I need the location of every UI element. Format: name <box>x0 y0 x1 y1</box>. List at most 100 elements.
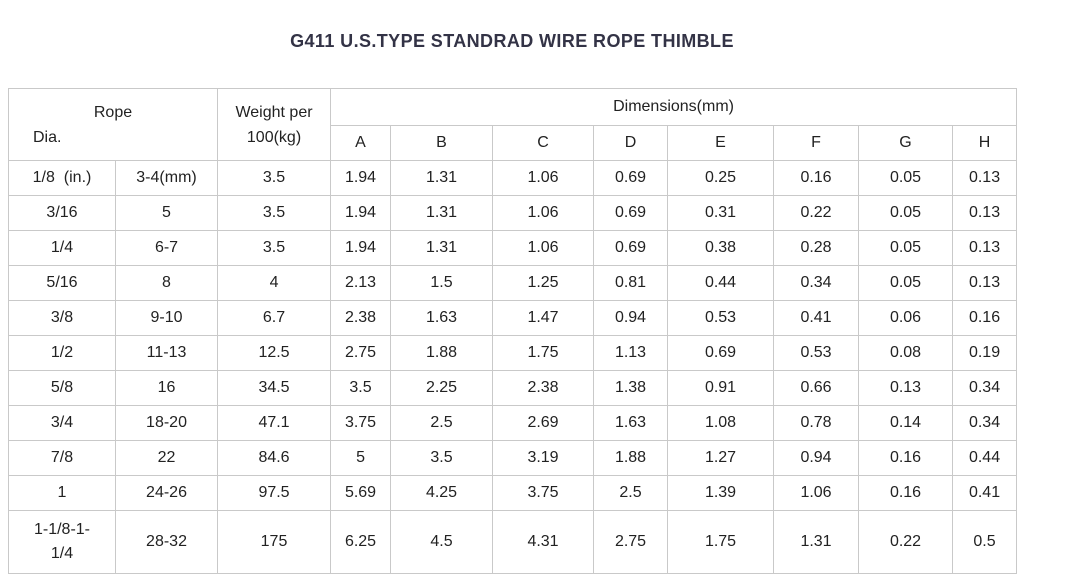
cell-dim-G: 0.16 <box>858 475 954 511</box>
header-weight-line1: Weight per <box>235 103 313 121</box>
cell-dim-F: 1.31 <box>773 510 860 574</box>
cell-dim-C: 1.06 <box>492 160 595 196</box>
cell-dim-C: 1.47 <box>492 300 595 336</box>
cell-dim-B: 2.25 <box>390 370 494 406</box>
cell-weight: 175 <box>217 510 332 574</box>
table-row: 5/16 8 4 2.13 1.5 1.25 0.81 0.44 0.34 0.05 0.13 <box>8 265 1018 301</box>
cell-dim-B: 2.5 <box>390 405 494 441</box>
cell-rope-dia-in: 5/8 <box>8 370 116 406</box>
cell-dim-G: 0.05 <box>858 195 954 231</box>
cell-rope-dia-mm: 18-20 <box>114 405 219 441</box>
cell-dim-C: 1.25 <box>492 265 595 301</box>
cell-dim-D: 1.38 <box>593 370 669 406</box>
cell-dim-C: 1.06 <box>492 195 595 231</box>
cell-rope-dia-in: 5/16 <box>8 265 116 301</box>
cell-weight: 34.5 <box>217 370 332 406</box>
table-body: 1/8 (in.) 3-4(mm) 3.5 1.94 1.31 1.06 0.69 0.25 0… <box>8 160 1018 574</box>
cell-dim-A: 2.75 <box>330 335 392 371</box>
cell-dim-H: 0.13 <box>952 195 1018 231</box>
cell-dim-B: 1.88 <box>390 335 494 371</box>
cell-rope-dia-mm: 3-4(mm) <box>114 160 219 196</box>
cell-rope-dia-mm: 6-7 <box>114 230 219 266</box>
cell-dim-D: 2.5 <box>593 475 669 511</box>
cell-dim-F: 0.94 <box>773 440 860 476</box>
cell-rope-dia-mm: 11-13 <box>114 335 219 371</box>
cell-rope-dia-mm: 28-32 <box>114 510 219 574</box>
cell-dim-E: 0.69 <box>667 335 775 371</box>
cell-weight: 3.5 <box>217 230 332 266</box>
cell-dim-E: 1.27 <box>667 440 775 476</box>
cell-dim-G: 0.22 <box>858 510 954 574</box>
header-dim-D: D <box>593 125 669 161</box>
cell-dim-A: 1.94 <box>330 160 392 196</box>
cell-dim-F: 0.16 <box>773 160 860 196</box>
cell-dim-G: 0.06 <box>858 300 954 336</box>
cell-weight: 6.7 <box>217 300 332 336</box>
cell-weight: 4 <box>217 265 332 301</box>
header-dimensions-cell: Dimensions(mm) <box>330 88 1018 126</box>
cell-rope-dia-in: 1-1/8-1- 1/4 <box>8 510 116 574</box>
header-row-1: Rope Dia. Weight per 100(kg) Dimensions(… <box>7 88 1018 161</box>
cell-dim-D: 1.13 <box>593 335 669 371</box>
cell-dim-H: 0.19 <box>952 335 1018 371</box>
cell-dim-E: 1.39 <box>667 475 775 511</box>
table-row: 5/8 16 34.5 3.5 2.25 2.38 1.38 0.91 0.66 0.13 0.34 <box>8 370 1018 406</box>
cell-dim-C: 4.31 <box>492 510 595 574</box>
cell-rope-dia-mm: 22 <box>114 440 219 476</box>
page-title: G411 U.S.TYPE STANDRAD WIRE ROPE THIMBLE <box>290 31 734 51</box>
cell-dim-D: 1.88 <box>593 440 669 476</box>
cell-dim-H: 0.16 <box>952 300 1018 336</box>
cell-dim-H: 0.34 <box>952 370 1018 406</box>
cell-dim-B: 4.25 <box>390 475 494 511</box>
cell-rope-dia-in: 1/2 <box>8 335 116 371</box>
cell-dim-A: 2.13 <box>330 265 392 301</box>
header-dim-A: A <box>330 125 392 161</box>
cell-dim-D: 0.69 <box>593 230 669 266</box>
cell-dim-B: 3.5 <box>390 440 494 476</box>
cell-dim-F: 0.66 <box>773 370 860 406</box>
cell-dim-B: 1.31 <box>390 160 494 196</box>
cell-dim-C: 3.75 <box>492 475 595 511</box>
cell-dim-E: 0.91 <box>667 370 775 406</box>
cell-dim-A: 3.75 <box>330 405 392 441</box>
cell-weight: 84.6 <box>217 440 332 476</box>
cell-dim-H: 0.13 <box>952 230 1018 266</box>
cell-dim-F: 0.34 <box>773 265 860 301</box>
cell-rope-dia-mm: 16 <box>114 370 219 406</box>
cell-dim-G: 0.05 <box>858 265 954 301</box>
cell-dim-D: 2.75 <box>593 510 669 574</box>
cell-dim-H: 0.41 <box>952 475 1018 511</box>
cell-dim-C: 1.75 <box>492 335 595 371</box>
header-rope-dia-cell: Rope Dia. <box>7 88 219 161</box>
header-weight-cell: Weight per 100(kg) <box>217 88 332 161</box>
cell-dim-G: 0.13 <box>858 370 954 406</box>
cell-weight: 3.5 <box>217 160 332 196</box>
cell-dim-B: 1.31 <box>390 195 494 231</box>
cell-dim-G: 0.14 <box>858 405 954 441</box>
header-dim-F: F <box>773 125 860 161</box>
cell-dim-H: 0.13 <box>952 265 1018 301</box>
cell-rope-dia-in: 1/4 <box>8 230 116 266</box>
header-dim-H: H <box>952 125 1018 161</box>
cell-dim-F: 0.78 <box>773 405 860 441</box>
cell-dim-A: 1.94 <box>330 195 392 231</box>
cell-dim-H: 0.13 <box>952 160 1018 196</box>
cell-dim-A: 5 <box>330 440 392 476</box>
thimble-spec-table: Rope Dia. Weight per 100(kg) Dimensions(… <box>7 88 1018 574</box>
cell-rope-dia-mm: 5 <box>114 195 219 231</box>
cell-rope-dia-in: 3/4 <box>8 405 116 441</box>
cell-dim-D: 0.69 <box>593 160 669 196</box>
cell-dim-F: 0.28 <box>773 230 860 266</box>
table-row: 3/8 9-10 6.7 2.38 1.63 1.47 0.94 0.53 0.41 0.06 0.… <box>8 300 1018 336</box>
table-row: 3/4 18-20 47.1 3.75 2.5 2.69 1.63 1.08 0.78 0.14 0… <box>8 405 1018 441</box>
cell-dim-F: 0.41 <box>773 300 860 336</box>
table-row: 3/16 5 3.5 1.94 1.31 1.06 0.69 0.31 0.22 0.05 0.13 <box>8 195 1018 231</box>
cell-dim-A: 5.69 <box>330 475 392 511</box>
cell-rope-dia-in: 1 <box>8 475 116 511</box>
cell-dim-F: 0.53 <box>773 335 860 371</box>
cell-dim-E: 1.08 <box>667 405 775 441</box>
table-row: 1 24-26 97.5 5.69 4.25 3.75 2.5 1.39 1.06 0.16 0.4… <box>8 475 1018 511</box>
cell-dim-C: 2.69 <box>492 405 595 441</box>
cell-dim-C: 2.38 <box>492 370 595 406</box>
